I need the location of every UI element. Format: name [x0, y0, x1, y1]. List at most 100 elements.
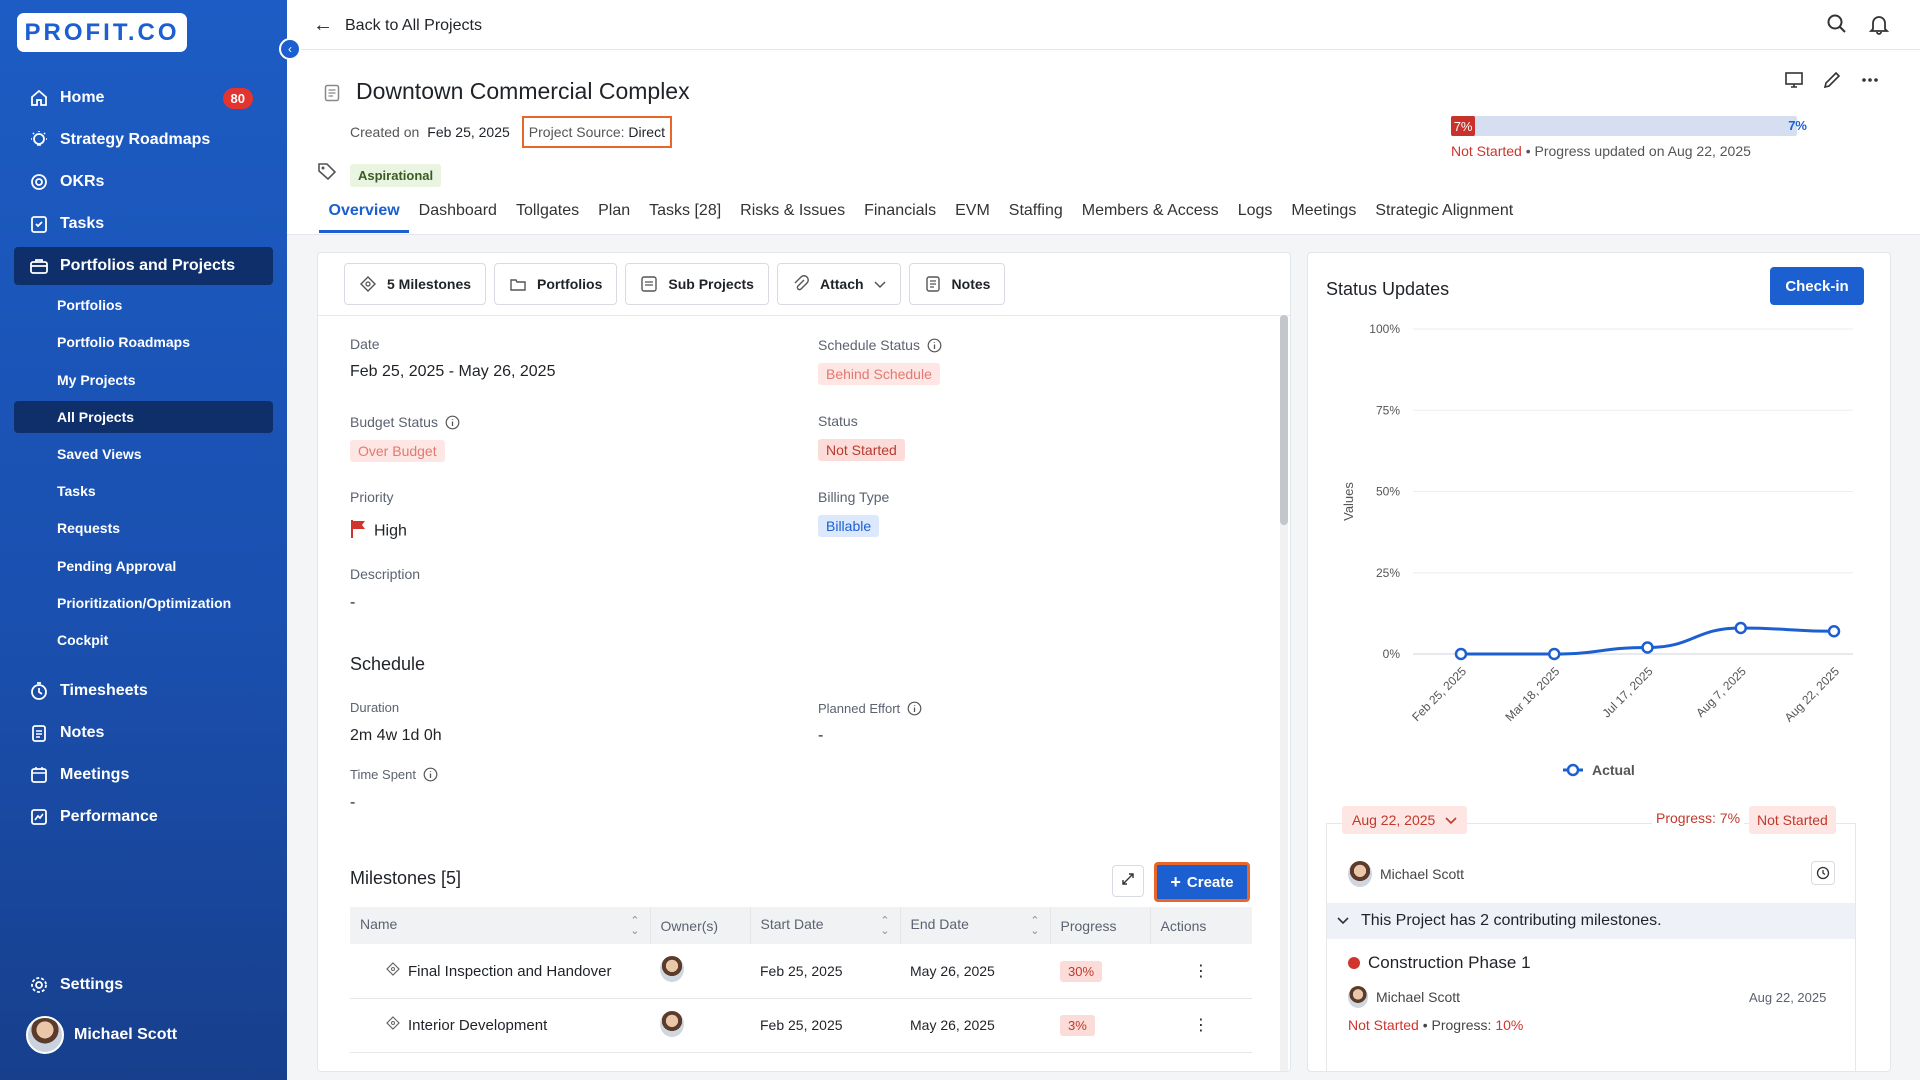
nav-timesheets[interactable]: Timesheets	[14, 672, 273, 710]
row-actions-icon[interactable]: ⋮	[1150, 998, 1252, 1053]
sub-saved-views[interactable]: Saved Views	[57, 446, 142, 462]
tab-tasks[interactable]: Tasks [28]	[649, 202, 722, 219]
sub-portfolio-roadmaps[interactable]: Portfolio Roadmaps	[57, 334, 191, 350]
col-end-date[interactable]: End Date ⌃ ⌄	[900, 907, 1051, 944]
notes-button[interactable]: Notes	[908, 263, 1006, 305]
nav-performance[interactable]: Performance	[14, 798, 273, 836]
nav-portfolios-and-projects[interactable]: Portfolios and Projects	[14, 247, 273, 285]
col-owners-label: Owner(s)	[660, 917, 719, 934]
nav-home[interactable]: Home 80	[14, 79, 273, 117]
nav-strategy-roadmaps[interactable]: Strategy Roadmaps	[14, 121, 273, 159]
update-status-badge: Not Started	[1749, 806, 1836, 834]
end-date-cell: May 26, 2025	[900, 998, 1050, 1053]
billing-type-label: Billing Type	[818, 489, 890, 505]
data-point	[1641, 641, 1654, 654]
status-updates-chart: 100% 75% 50% 25% 0% Values Feb 25, 2025 Mar 18,…	[1341, 322, 1853, 778]
planned-effort-label: Planned Effort	[818, 701, 922, 716]
bell-icon[interactable]	[1868, 13, 1890, 40]
profit-co-logo[interactable]: PROFIT.CO	[17, 13, 187, 52]
x-tick-label: Jul 17, 2025	[1599, 664, 1655, 720]
tab-logs[interactable]: Logs	[1237, 202, 1273, 219]
back-to-all-projects-link[interactable]: ← Back to All Projects	[313, 14, 482, 37]
tab-members-access[interactable]: Members & Access	[1081, 202, 1219, 219]
arrow-left-icon: ←	[313, 14, 333, 36]
tag-icon[interactable]	[317, 162, 339, 185]
sub-tasks[interactable]: Tasks	[57, 483, 96, 499]
chevron-left-icon: ‹	[288, 42, 292, 56]
tab-tollgates[interactable]: Tollgates	[515, 202, 580, 219]
info-icon[interactable]	[907, 701, 922, 716]
col-name[interactable]: Name ⌃ ⌄	[350, 907, 651, 944]
scrollbar-thumb[interactable]	[1280, 315, 1288, 525]
table-header-row: Name ⌃ ⌄ Owner(s) Start Date ⌃ ⌄ End Date ⌃ ⌄ …	[350, 907, 1252, 944]
info-icon[interactable]	[445, 415, 460, 430]
expand-button[interactable]	[1112, 865, 1144, 897]
sub-cockpit[interactable]: Cockpit	[57, 632, 109, 648]
tab-meetings[interactable]: Meetings	[1291, 202, 1357, 219]
tab-staffing[interactable]: Staffing	[1008, 202, 1063, 219]
sub-my-projects[interactable]: My Projects	[57, 372, 136, 388]
collapse-sidebar-button[interactable]: ‹	[279, 38, 301, 60]
portfolios-button[interactable]: Portfolios	[494, 263, 618, 305]
progress-badge: 30%	[1060, 960, 1103, 982]
sub-projects-button[interactable]: Sub Projects	[625, 263, 769, 305]
sub-all-projects[interactable]: All Projects	[14, 401, 273, 433]
tab-plan[interactable]: Plan	[598, 202, 631, 219]
row-actions-icon[interactable]: ⋮	[1150, 944, 1252, 999]
update-date-dropdown[interactable]: Aug 22, 2025	[1342, 806, 1468, 834]
nav-meetings[interactable]: Meetings	[14, 756, 273, 794]
col-progress: Progress	[1050, 907, 1151, 944]
avatar	[1348, 861, 1372, 887]
billing-type-badge: Billable	[818, 515, 880, 537]
nav-notes[interactable]: Notes	[14, 714, 273, 752]
x-tick-label: Aug 7, 2025	[1693, 664, 1749, 720]
sub-pending-approval[interactable]: Pending Approval	[57, 558, 177, 574]
search-icon[interactable]	[1826, 13, 1848, 40]
milestones-button-label: 5 Milestones	[387, 276, 472, 292]
tab-overview[interactable]: Overview	[319, 202, 410, 233]
overview-scrollbar[interactable]	[1280, 315, 1288, 1071]
tab-dashboard[interactable]: Dashboard	[418, 202, 497, 219]
attach-button[interactable]: Attach	[776, 263, 901, 305]
project-source-label: Project Source:	[528, 124, 625, 140]
table-row[interactable]: Interior Development Feb 25, 2025 May 26…	[350, 998, 1252, 1053]
milestone-name-cell[interactable]: Interior Development	[350, 998, 650, 1053]
created-label: Created on	[350, 124, 420, 140]
contributing-milestone[interactable]: Construction Phase 1	[1348, 953, 1531, 973]
nav-okrs[interactable]: OKRs	[14, 163, 273, 201]
col-start-date[interactable]: Start Date ⌃ ⌄	[750, 907, 901, 944]
data-point	[1454, 647, 1468, 661]
more-options-icon[interactable]	[1860, 70, 1880, 95]
create-milestone-button[interactable]: + Create	[1154, 862, 1250, 902]
sort-icon[interactable]: ⌃ ⌄	[630, 914, 640, 937]
sidebar-user[interactable]: Michael Scott	[26, 1016, 177, 1054]
contributing-milestones-toggle[interactable]: This Project has 2 contributing mileston…	[1327, 903, 1855, 939]
nav-tasks[interactable]: Tasks	[14, 205, 273, 243]
presentation-icon[interactable]	[1784, 70, 1804, 95]
y-tick-label: 100%	[1369, 322, 1400, 336]
tab-financials[interactable]: Financials	[864, 202, 937, 219]
owner-cell	[650, 944, 750, 999]
check-in-button[interactable]: Check-in	[1770, 267, 1864, 305]
sub-portfolios[interactable]: Portfolios	[57, 297, 123, 313]
gear-icon	[28, 974, 50, 996]
x-tick-label: Aug 22, 2025	[1782, 664, 1843, 725]
sub-prioritization-optimization[interactable]: Prioritization/Optimization	[57, 595, 232, 611]
progress-percent: 7%	[1788, 118, 1807, 133]
milestones-button[interactable]: 5 Milestones	[344, 263, 487, 305]
edit-pencil-icon[interactable]	[1822, 70, 1842, 95]
sub-requests[interactable]: Requests	[57, 520, 121, 536]
milestone-progress-note: Not Started • Progress: 10%	[1348, 1017, 1524, 1033]
tab-strategic-alignment[interactable]: Strategic Alignment	[1375, 202, 1514, 219]
col-name-label: Name	[360, 915, 398, 932]
milestone-name-cell[interactable]: Final Inspection and Handover	[350, 944, 650, 999]
tab-evm[interactable]: EVM	[955, 202, 990, 219]
tab-risks-issues[interactable]: Risks & Issues	[740, 202, 846, 219]
nav-settings[interactable]: Settings	[14, 966, 273, 1004]
sort-icon[interactable]: ⌃ ⌄	[1030, 914, 1040, 937]
info-icon[interactable]	[927, 338, 942, 353]
sort-icon[interactable]: ⌃ ⌄	[880, 914, 890, 937]
info-icon[interactable]	[423, 767, 438, 782]
table-row[interactable]: Final Inspection and Handover Feb 25, 20…	[350, 944, 1252, 999]
history-icon[interactable]	[1811, 861, 1835, 885]
